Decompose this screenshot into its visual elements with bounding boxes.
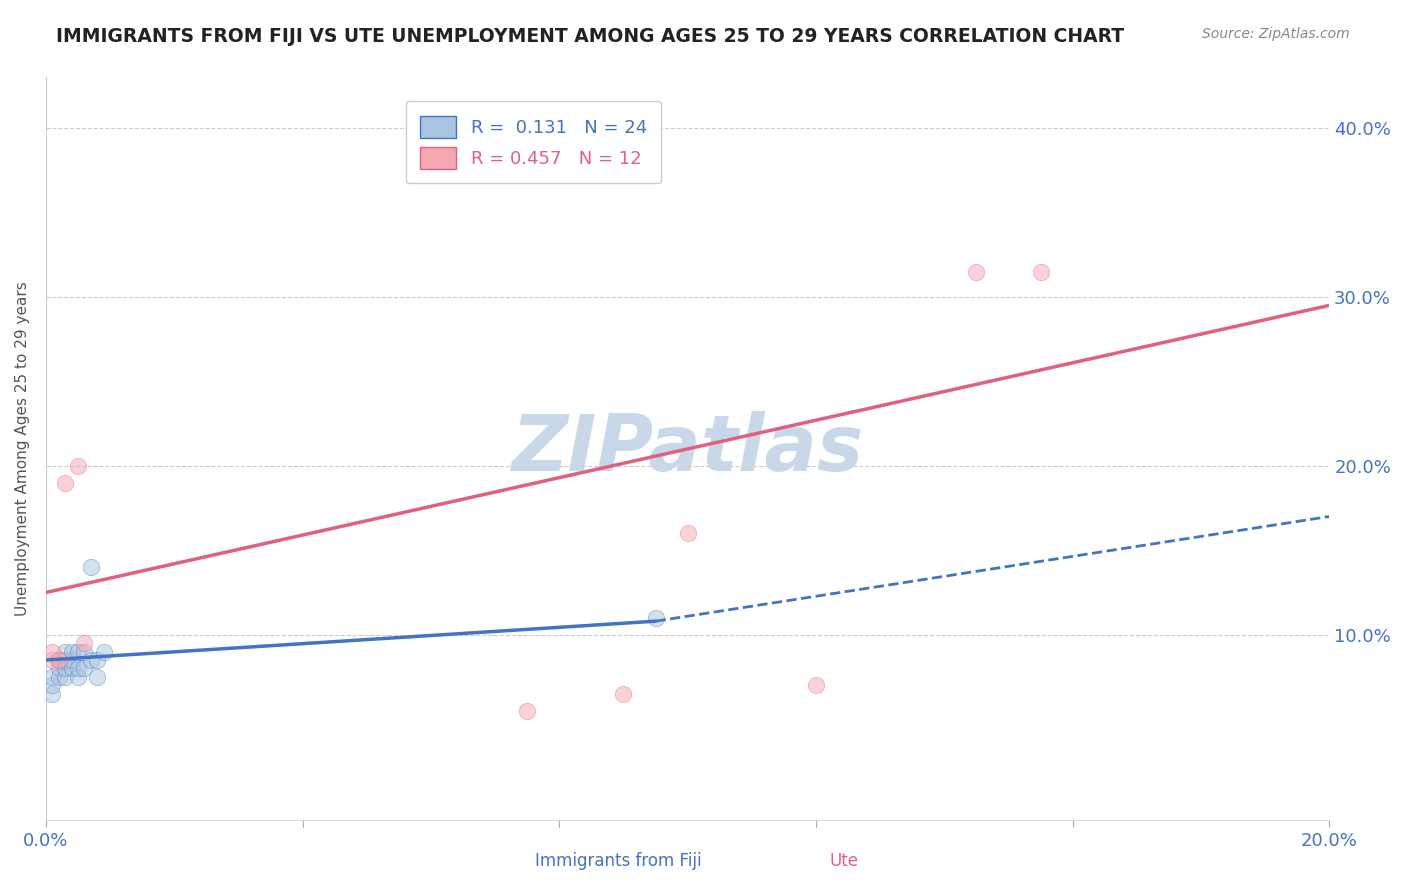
Point bbox=[73, 644, 96, 658]
Text: Source: ZipAtlas.com: Source: ZipAtlas.com bbox=[1202, 27, 1350, 41]
Point bbox=[73, 636, 96, 650]
Point bbox=[1029, 265, 1052, 279]
Point bbox=[41, 687, 63, 701]
Point bbox=[48, 653, 70, 667]
Point bbox=[676, 526, 699, 541]
Point bbox=[612, 687, 634, 701]
Point bbox=[53, 653, 76, 667]
Point bbox=[53, 644, 76, 658]
Text: Ute: Ute bbox=[830, 852, 858, 870]
Point bbox=[644, 611, 666, 625]
Point bbox=[80, 653, 103, 667]
Point bbox=[48, 653, 70, 667]
Point bbox=[60, 653, 83, 667]
Point bbox=[67, 661, 90, 675]
Point bbox=[60, 644, 83, 658]
Point bbox=[48, 661, 70, 675]
Point bbox=[73, 661, 96, 675]
Point bbox=[53, 661, 76, 675]
Point bbox=[965, 265, 987, 279]
Point bbox=[41, 644, 63, 658]
Point bbox=[67, 644, 90, 658]
Point bbox=[516, 704, 538, 718]
Point bbox=[67, 670, 90, 684]
Point bbox=[48, 670, 70, 684]
Point bbox=[80, 560, 103, 574]
Point bbox=[53, 475, 76, 490]
Point bbox=[93, 644, 115, 658]
Text: IMMIGRANTS FROM FIJI VS UTE UNEMPLOYMENT AMONG AGES 25 TO 29 YEARS CORRELATION C: IMMIGRANTS FROM FIJI VS UTE UNEMPLOYMENT… bbox=[56, 27, 1125, 45]
Text: Immigrants from Fiji: Immigrants from Fiji bbox=[536, 852, 702, 870]
Point bbox=[41, 653, 63, 667]
Legend: R =  0.131   N = 24, R = 0.457   N = 12: R = 0.131 N = 24, R = 0.457 N = 12 bbox=[406, 102, 661, 183]
Point bbox=[86, 670, 108, 684]
Point bbox=[41, 678, 63, 692]
Y-axis label: Unemployment Among Ages 25 to 29 years: Unemployment Among Ages 25 to 29 years bbox=[15, 282, 30, 616]
Point bbox=[41, 670, 63, 684]
Point bbox=[53, 670, 76, 684]
Point bbox=[60, 661, 83, 675]
Point bbox=[804, 678, 827, 692]
Point bbox=[67, 458, 90, 473]
Point bbox=[86, 653, 108, 667]
Text: ZIPatlas: ZIPatlas bbox=[512, 411, 863, 487]
